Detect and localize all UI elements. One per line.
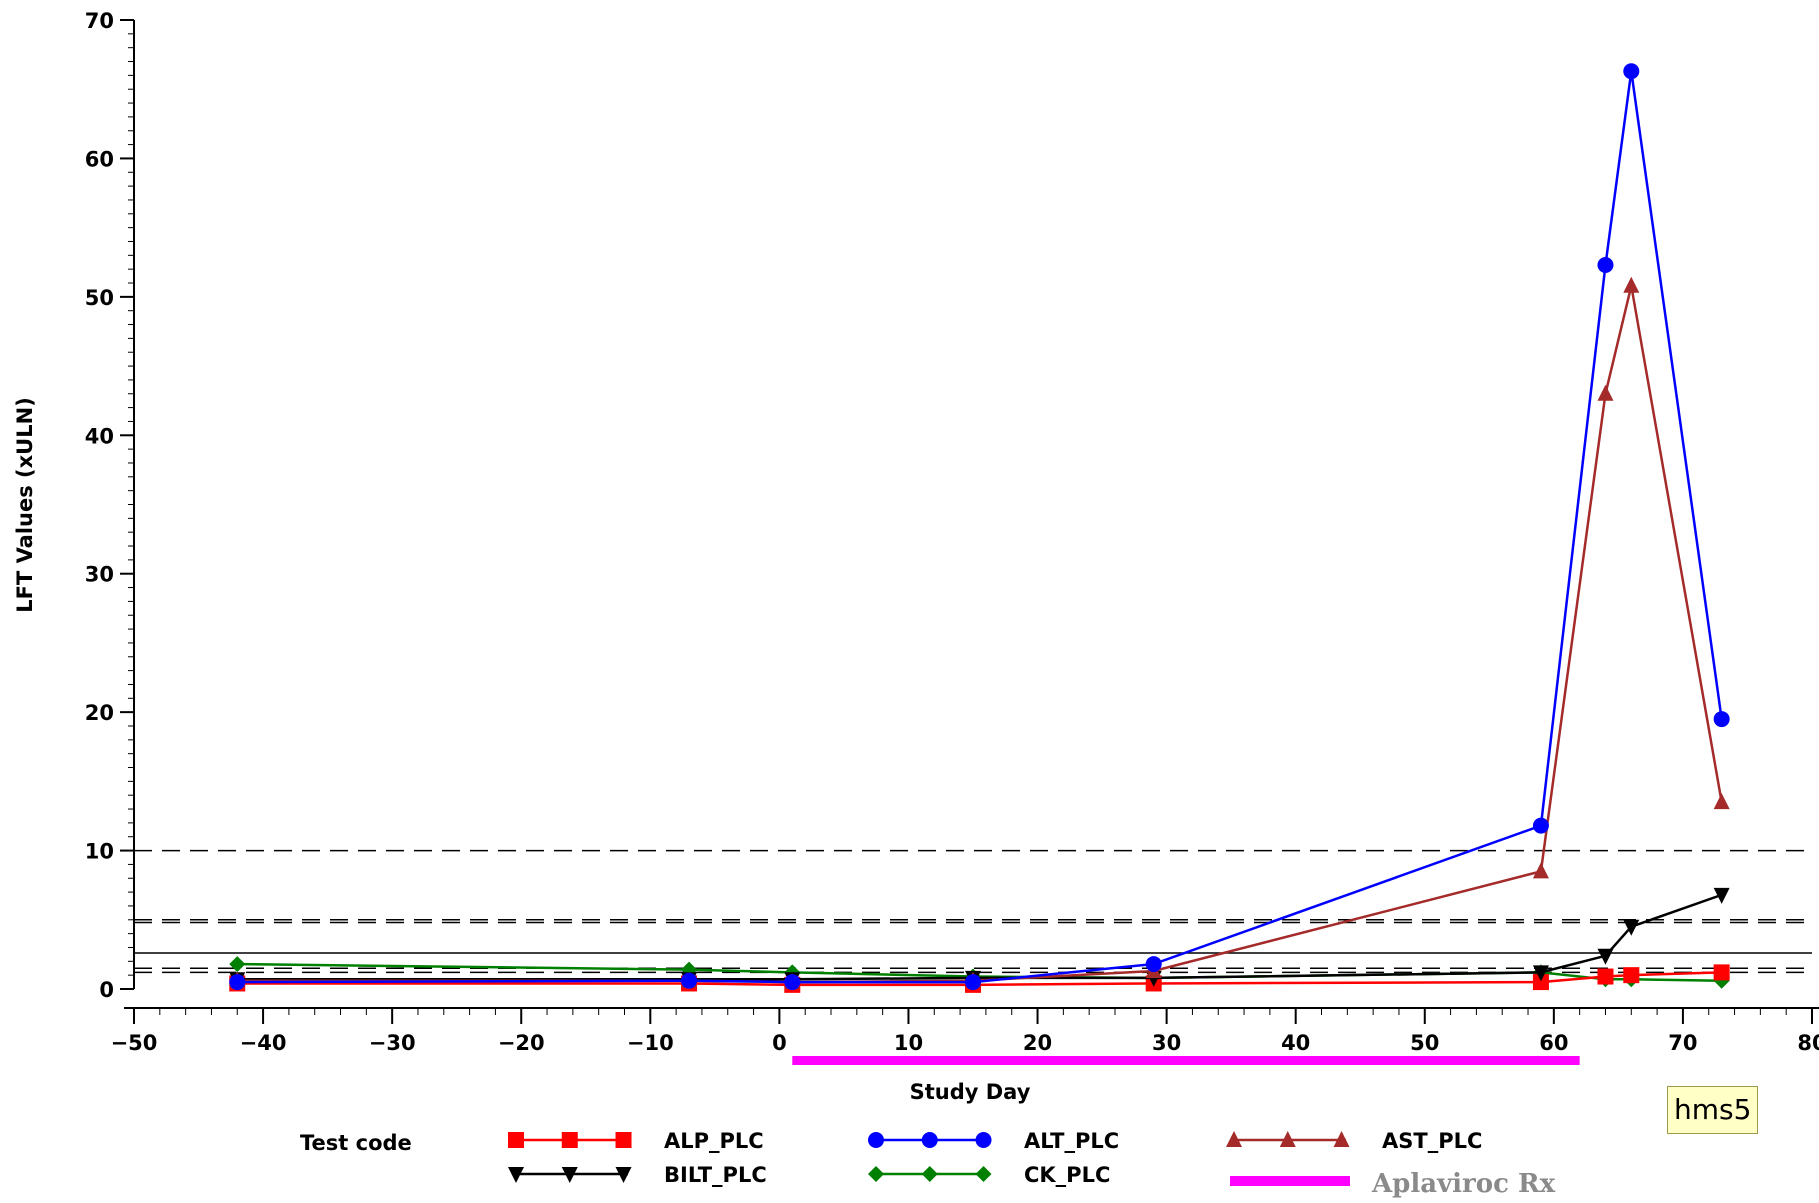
legend-marker: [868, 1132, 884, 1148]
data-point: [1532, 965, 1549, 982]
legend-marker: [1333, 1131, 1350, 1147]
axes: [124, 19, 1819, 1015]
legend-item-alt-plc: ALT_PLC: [868, 1129, 1119, 1153]
data-point: [681, 972, 698, 989]
treatment-bar: [792, 1056, 1580, 1065]
series-line: [237, 71, 1723, 984]
legend-item-alp-plc: ALP_PLC: [508, 1129, 764, 1153]
data-point: [229, 956, 246, 973]
x-tick-label: 30: [1152, 1031, 1181, 1055]
legend-marker: [921, 1132, 938, 1148]
x-tick-label: 40: [1281, 1031, 1310, 1055]
x-tick-label: 50: [1410, 1031, 1439, 1055]
legend-title: Test code: [300, 1131, 412, 1155]
legend-item-ast-plc: AST_PLC: [1226, 1129, 1482, 1153]
x-tick-label: 10: [894, 1031, 923, 1055]
y-tick-label: 30: [85, 563, 114, 587]
x-tick-label: 0: [772, 1031, 787, 1055]
y-axis-title: LFT Values (xULN): [13, 397, 37, 613]
x-tick-label: 20: [1023, 1031, 1052, 1055]
legend-label: ALT_PLC: [1024, 1129, 1119, 1153]
legend-marker: [508, 1167, 524, 1183]
y-tick-label: 20: [85, 701, 114, 725]
data-point: [1623, 63, 1640, 80]
legend-label: AST_PLC: [1382, 1129, 1482, 1153]
series-ast-plc: [229, 276, 1730, 990]
y-tick-label: 70: [85, 9, 114, 33]
legend-marker: [1226, 1131, 1242, 1147]
data-point: [1597, 384, 1614, 401]
series-bilt-plc: [229, 887, 1730, 989]
y-axis-ticks: 0 10 20 30 40 50 60 70: [85, 9, 134, 1002]
y-tick-label: 0: [99, 978, 114, 1002]
x-tick-label: −40: [240, 1031, 287, 1055]
series-line: [237, 285, 1723, 984]
legend: Test code ALP_PLC ALT_PLC AST_PLC BILT_PLC C…: [300, 1129, 1556, 1199]
x-tick-label: −30: [369, 1031, 416, 1055]
legend-marker: [508, 1132, 524, 1148]
legend-marker: [615, 1132, 632, 1148]
data-point: [1597, 968, 1614, 985]
data-point: [1713, 711, 1730, 728]
legend-marker: [868, 1166, 884, 1182]
data-point: [965, 974, 981, 991]
x-tick-label: −20: [498, 1031, 545, 1055]
legend-marker: [1279, 1131, 1296, 1147]
legend-marker: [615, 1167, 632, 1183]
legend-item-treatment: Aplaviroc Rx: [1230, 1169, 1556, 1199]
data-point: [229, 974, 246, 991]
data-point: [1597, 257, 1614, 274]
data-point: [784, 974, 801, 991]
y-tick-label: 10: [85, 840, 114, 864]
y-tick-label: 40: [85, 424, 114, 448]
y-tick-label: 50: [85, 286, 114, 310]
data-point: [1532, 862, 1549, 879]
legend-marker: [975, 1166, 992, 1182]
legend-label: BILT_PLC: [664, 1163, 767, 1187]
legend-marker: [921, 1166, 938, 1182]
treatment-label: Aplaviroc Rx: [1371, 1169, 1556, 1199]
x-tick-label: 70: [1668, 1031, 1697, 1055]
legend-marker: [561, 1132, 578, 1148]
x-axis-title: Study Day: [910, 1080, 1031, 1104]
treatment-bar-layer: [792, 1056, 1580, 1065]
reference-lines: [134, 849, 1812, 974]
legend-item-ck-plc: CK_PLC: [868, 1163, 1110, 1187]
data-point: [1623, 919, 1640, 936]
data-point: [1145, 956, 1162, 973]
legend-item-bilt-plc: BILT_PLC: [508, 1163, 767, 1187]
x-axis-ticks: −50 −40 −30 −20 −10 0 10 20 30 40 50 60 70 80: [111, 1008, 1819, 1055]
data-point: [1597, 948, 1614, 965]
series-layer: [229, 63, 1730, 993]
data-point: [1532, 817, 1549, 834]
legend-marker: [561, 1167, 578, 1183]
x-tick-label: −50: [111, 1031, 158, 1055]
subject-annotation: hms5: [1667, 1086, 1759, 1134]
data-point: [1713, 793, 1730, 810]
x-tick-label: 60: [1539, 1031, 1568, 1055]
x-tick-label: −10: [627, 1031, 674, 1055]
data-point: [1623, 967, 1640, 984]
legend-label: CK_PLC: [1024, 1163, 1110, 1187]
series-alt-plc: [229, 63, 1730, 991]
x-tick-label: 80: [1797, 1031, 1819, 1055]
data-point: [1713, 887, 1730, 904]
legend-label: ALP_PLC: [664, 1129, 764, 1153]
data-point: [1623, 276, 1640, 293]
y-tick-label: 60: [85, 147, 114, 171]
data-point: [1532, 974, 1549, 991]
data-point: [1713, 964, 1730, 981]
legend-marker: [975, 1132, 992, 1148]
legend-swatch: [1230, 1176, 1350, 1186]
